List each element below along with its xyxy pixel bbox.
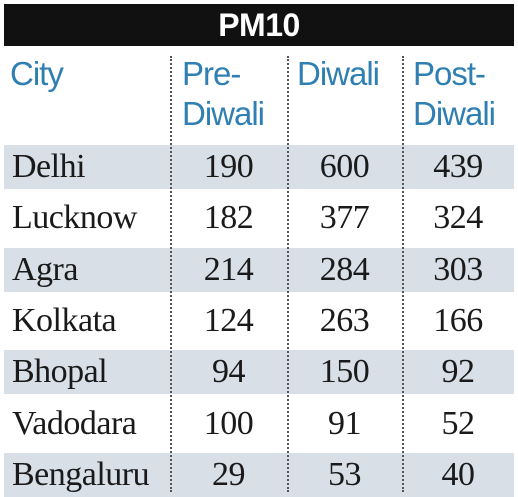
table-row: Delhi 190 600 439: [4, 145, 514, 189]
post-value-cell: 40: [441, 455, 476, 493]
city-cell: Lucknow: [12, 199, 137, 237]
table-row: Lucknow 182 377 324: [4, 196, 514, 240]
city-cell: Kolkata: [12, 301, 117, 339]
diwali-value-cell: 284: [319, 250, 370, 288]
city-cell: Vadodara: [12, 404, 137, 442]
pre-value-cell: 29: [212, 455, 246, 493]
post-value-cell: 439: [433, 148, 483, 185]
header-post-diwali-line2: Diwali: [413, 95, 496, 132]
header-post-diwali-line1: Post-: [413, 55, 486, 92]
pre-value-cell: 124: [203, 301, 254, 339]
city-cell: Bengaluru: [12, 455, 150, 493]
header-pre-diwali-line2: Diwali: [182, 95, 265, 132]
column-divider: [170, 56, 172, 492]
header-pre-diwali-line1: Pre-: [182, 55, 241, 92]
city-cell: Bhopal: [12, 353, 108, 391]
pre-value-cell: 94: [212, 353, 246, 391]
header-diwali: Diwali: [297, 55, 380, 92]
pre-value-cell: 190: [203, 148, 254, 185]
diwali-value-cell: 53: [328, 455, 362, 493]
header-city: City: [10, 55, 64, 92]
diwali-value-cell: 150: [319, 353, 370, 391]
diwali-value-cell: 91: [328, 404, 362, 442]
post-value-cell: 303: [433, 250, 483, 288]
table-row: Kolkata 124 263 166: [4, 299, 514, 343]
diwali-value-cell: 600: [319, 148, 370, 185]
post-value-cell: 166: [433, 301, 483, 339]
table-row: Bhopal 94 150 92: [4, 350, 514, 395]
pre-value-cell: 214: [203, 250, 254, 288]
pre-value-cell: 182: [203, 199, 254, 237]
city-cell: Delhi: [12, 148, 86, 185]
table-title: PM10: [4, 4, 514, 46]
city-cell: Agra: [12, 250, 78, 288]
column-divider: [287, 56, 289, 492]
post-value-cell: 92: [441, 353, 476, 391]
column-divider: [402, 56, 404, 492]
diwali-value-cell: 263: [319, 301, 370, 339]
diwali-value-cell: 377: [319, 199, 370, 237]
table-row: Vadodara 100 91 52: [4, 402, 514, 446]
pre-value-cell: 100: [203, 404, 254, 442]
header-pre-diwali: Pre- Diwali: [182, 54, 265, 134]
table-row: Agra 214 284 303: [4, 247, 514, 292]
table-row: Bengaluru 29 53 40: [4, 452, 514, 497]
post-value-cell: 52: [441, 404, 476, 442]
post-value-cell: 324: [433, 199, 483, 237]
header-post-diwali: Post- Diwali: [413, 54, 496, 134]
